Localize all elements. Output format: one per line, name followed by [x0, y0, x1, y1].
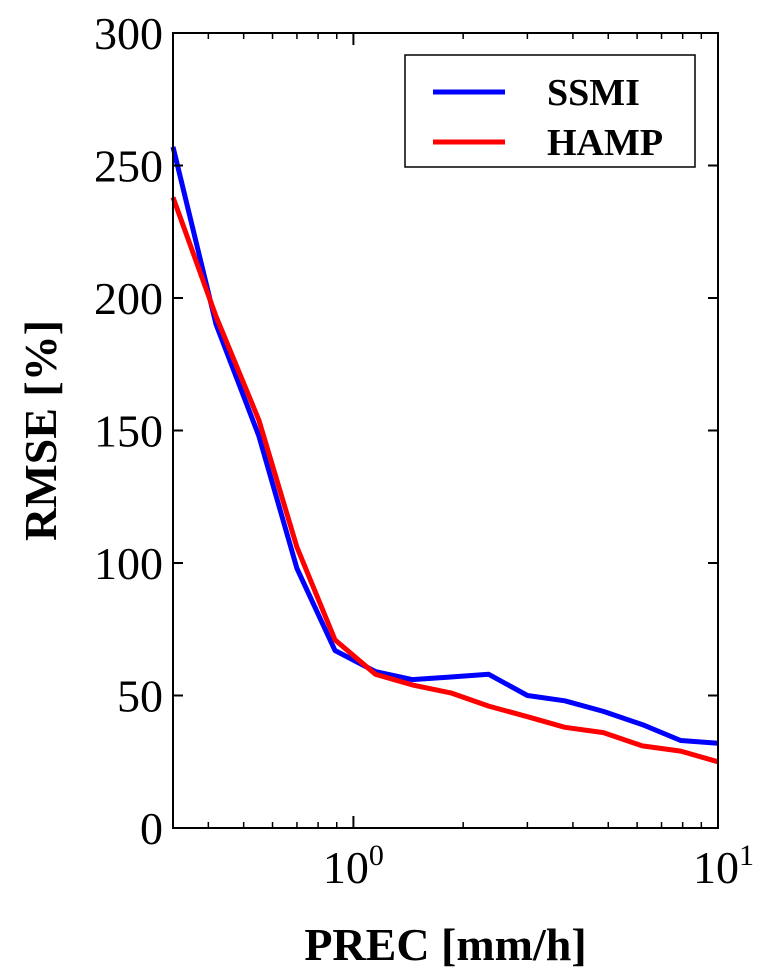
legend-label-hamp: HAMP — [547, 122, 663, 164]
series-layer — [170, 146, 719, 765]
y-tick-label: 50 — [117, 671, 163, 722]
y-tick-label: 150 — [94, 406, 163, 457]
legend-box — [404, 54, 696, 168]
x-tick-label: 100 — [323, 839, 384, 893]
x-tick-exponent: 1 — [739, 839, 754, 872]
x-tick-base: 10 — [693, 842, 739, 893]
y-tick-label: 0 — [140, 803, 163, 854]
x-tick-label: 101 — [693, 839, 754, 893]
y-axis-ticks: 0 50 100 150 200 250 300 — [94, 8, 718, 854]
x-tick-base: 10 — [323, 842, 369, 893]
y-tick-label: 200 — [94, 273, 163, 324]
x-tick-exponent: 0 — [369, 839, 384, 872]
x-axis-ticks: 100 101 — [207, 33, 754, 893]
y-tick-label: 250 — [94, 141, 163, 192]
y-tick-label: 300 — [94, 8, 163, 59]
x-axis-label: PREC [mm/h] — [304, 919, 586, 970]
legend-label-ssmi: SSMI — [547, 72, 640, 114]
y-tick-label: 100 — [94, 538, 163, 589]
y-axis-label: RMSE [%] — [15, 320, 66, 541]
series-line-ssmi — [170, 146, 719, 746]
series-line-hamp — [170, 196, 719, 765]
legend: SSMI HAMP — [404, 54, 696, 168]
